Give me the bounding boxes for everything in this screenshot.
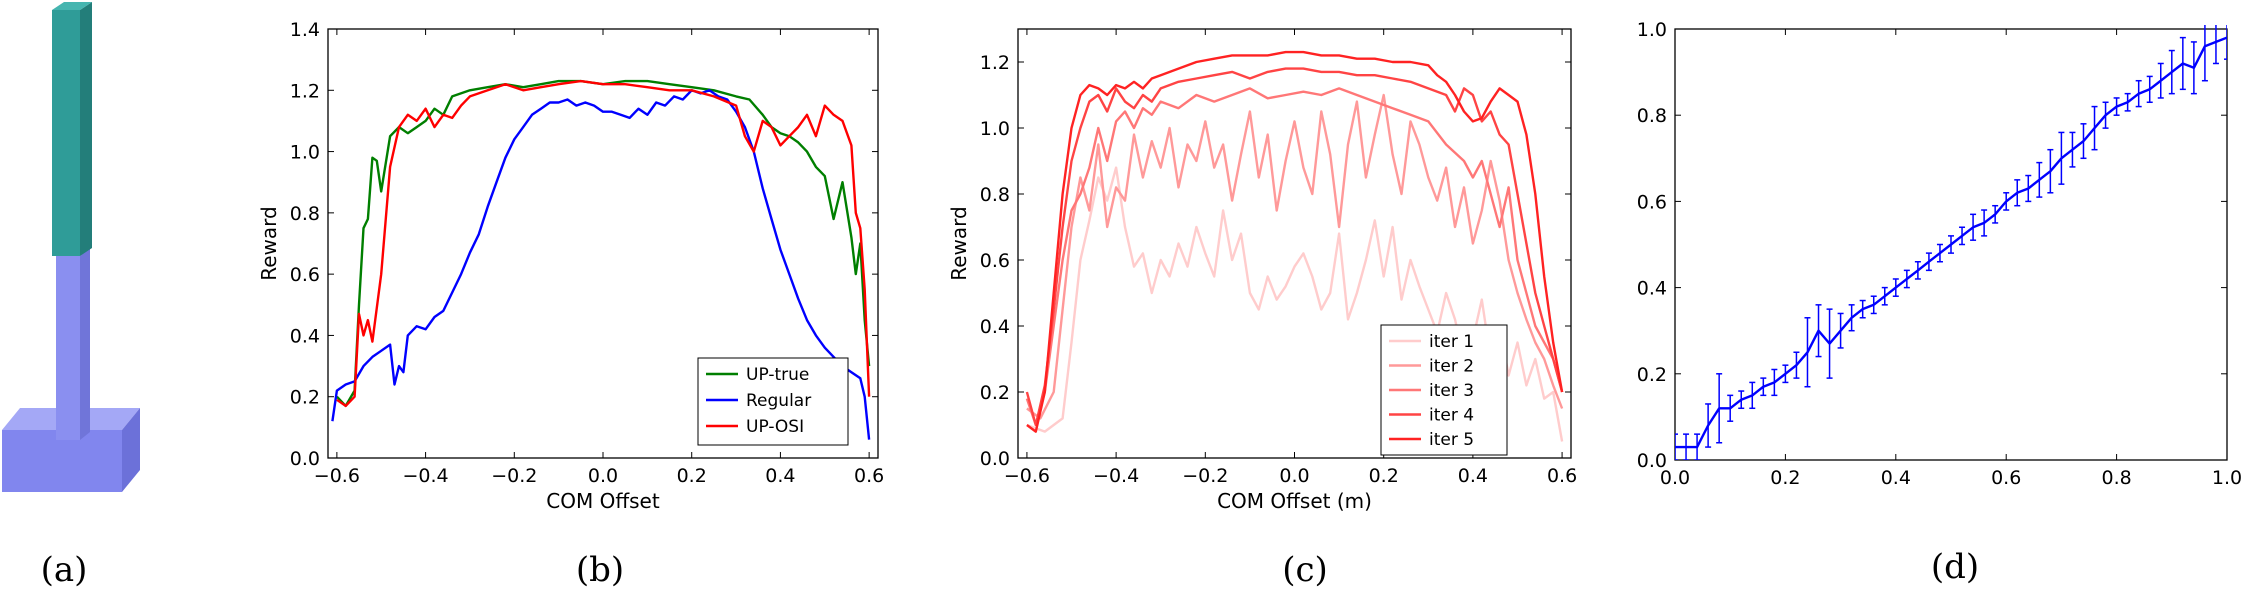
chart-b-ytick-label: 0.0 [290,448,320,470]
chart-c-xtick-label: 0.2 [1369,465,1399,487]
chart-d-xtick-label: 0.8 [2101,467,2131,489]
chart-d-ytick-label: 0.8 [1637,105,1667,127]
chart-c-legend-label: iter 4 [1429,406,1474,426]
robot-torso-front [52,10,80,256]
panel-a-robot-illustration [2,2,140,492]
chart-b-xtick-label: 0.0 [588,465,618,487]
chart-b-ytick-label: 1.2 [290,80,320,102]
chart-c-xlabel: COM Offset (m) [1217,489,1372,513]
chart-b-legend [697,357,849,446]
robot-base-front [2,430,122,492]
robot-torso-top [52,2,92,10]
chart-b-legend-label: UP-true [746,365,809,385]
chart-b-xtick-label: 0.2 [677,465,707,487]
robot-leg-side [80,248,90,440]
chart-d-ytick-label: 0.0 [1637,450,1667,472]
chart-c-xtick-label: 0.4 [1458,465,1488,487]
chart-b-xtick-label: −0.2 [491,465,537,487]
chart-d-xtick-label: 0.6 [1991,467,2021,489]
chart-c-series-iter-3 [1025,87,1564,427]
chart-c-legend-label: iter 1 [1429,332,1474,352]
chart-c-ytick-label: 0.4 [980,316,1010,338]
chart-c-ytick-label: 1.0 [980,118,1010,140]
chart-d-ytick-label: 0.2 [1637,364,1667,386]
chart-b-series-up-true [336,79,871,408]
chart-b-ytick-label: 1.4 [290,19,320,41]
chart-b-xlabel: COM Offset [546,489,660,513]
chart-d-frame [1674,28,2228,461]
chart-b-ytick-label: 1.0 [290,142,320,164]
panel-caption-b: (b) [576,550,624,590]
chart-b-legend-label: Regular [746,391,811,411]
chart-c-ytick-label: 0.2 [980,382,1010,404]
chart-c-series-iter-5 [1026,50,1564,433]
panel-caption-c: (c) [1282,550,1328,590]
chart-b-series-up-osi [336,79,871,408]
chart-d-xtick-label: 1.0 [2212,467,2242,489]
chart-c-xtick-label: −0.4 [1093,465,1139,487]
chart-d-ytick-label: 0.6 [1637,191,1667,213]
chart-d-xtick-label: 0.0 [1660,467,1690,489]
robot-base-side [122,408,140,492]
chart-b-xtick-label: −0.4 [403,465,449,487]
panel-d-chart: (d) 0.0 0.2 0.4 0.6 0.8 1.0 0.0 0.2 0.4 0.6 0.8 1.0 [1637,19,2242,587]
chart-b-ylabel: Reward [257,206,281,280]
chart-c-series-iter-2 [1026,93,1564,420]
chart-c-legend-label: iter 5 [1429,430,1474,450]
chart-b-ytick-label: 0.4 [290,325,320,347]
chart-c-xtick-label: 0.0 [1279,465,1309,487]
chart-d-xtick-label: 0.4 [1881,467,1911,489]
chart-c-xtick-label: 0.6 [1547,465,1577,487]
chart-c-xtick-label: −0.2 [1182,465,1228,487]
chart-c-ytick-label: 1.2 [980,52,1010,74]
chart-c-legend-label: iter 3 [1429,381,1474,401]
chart-c-legend-label: iter 2 [1429,357,1474,377]
chart-b-series-regular [331,89,871,440]
chart-b-legend-label: UP-OSI [746,417,804,437]
chart-c-ylabel: Reward [947,206,971,280]
chart-b-xtick-label: −0.6 [314,465,360,487]
robot-leg-front [56,256,80,440]
chart-c-ytick-label: 0.6 [980,250,1010,272]
robot-torso-side [80,2,92,256]
chart-b-ytick-label: 0.2 [290,387,320,409]
chart-b-ytick-label: 0.8 [290,203,320,225]
panel-c-chart: (c) −0.6 −0.4 −0.2 0.0 0.2 0.4 0.6 0.0 0.2 0.4 0.6… [947,28,1577,590]
chart-c-ytick-label: 0.0 [980,448,1010,470]
chart-c-series-iter-4 [1025,67,1564,427]
chart-b-xtick-label: 0.4 [765,465,795,487]
chart-d-xtick-label: 0.2 [1770,467,1800,489]
chart-b-xtick-label: 0.6 [854,465,884,487]
chart-b-ytick-label: 0.6 [290,264,320,286]
panel-caption-a: (a) [41,550,88,590]
chart-d-ytick-label: 0.4 [1637,278,1667,300]
chart-c-xtick-label: −0.6 [1004,465,1050,487]
panel-caption-d: (d) [1931,547,1979,587]
chart-c-ytick-label: 0.8 [980,184,1010,206]
chart-d-ytick-label: 1.0 [1637,19,1667,41]
panel-b-chart: (b) −0.6 −0.4 −0.2 0.0 0.2 0.4 0.6 0.0 0.2 0.4 0.6… [257,19,884,590]
